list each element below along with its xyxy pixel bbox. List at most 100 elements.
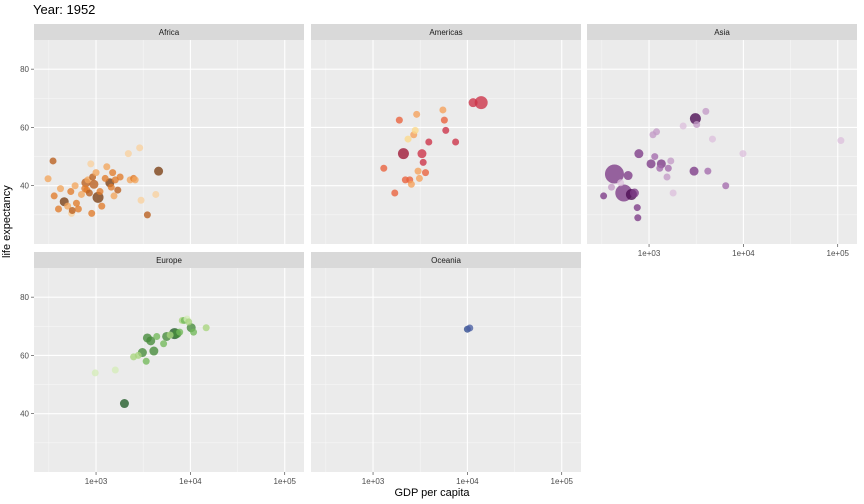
y-tick-label: 80 bbox=[20, 293, 29, 302]
data-point bbox=[708, 135, 716, 143]
data-point bbox=[71, 182, 79, 190]
data-point bbox=[49, 157, 57, 165]
facet-strip bbox=[311, 24, 581, 40]
facet-strip-label: Americas bbox=[429, 28, 462, 37]
data-point bbox=[143, 211, 151, 219]
data-point bbox=[160, 340, 168, 348]
data-point bbox=[669, 189, 677, 197]
facet-africa: Africa 40 60 80 bbox=[20, 24, 304, 244]
y-tick-label: 80 bbox=[20, 65, 29, 74]
x-tick-label: 1e+05 bbox=[551, 477, 574, 486]
data-point bbox=[111, 366, 119, 374]
data-point bbox=[440, 116, 448, 124]
data-point bbox=[72, 199, 80, 207]
data-point bbox=[96, 188, 104, 196]
data-point bbox=[407, 180, 415, 188]
data-point bbox=[422, 169, 430, 177]
data-point bbox=[667, 157, 675, 165]
data-point bbox=[656, 164, 664, 172]
panel-background bbox=[34, 268, 304, 472]
data-point bbox=[414, 167, 422, 175]
facet-europe: Europe 40 60 80 1e+03 1e+04 1e+05 bbox=[20, 252, 304, 486]
data-point bbox=[693, 121, 701, 129]
data-point bbox=[68, 206, 76, 214]
data-point bbox=[107, 183, 115, 191]
data-point bbox=[124, 150, 132, 158]
data-point bbox=[702, 107, 710, 115]
x-tick-label: 1e+04 bbox=[456, 477, 479, 486]
facet-oceania: Oceania 1e+03 1e+04 1e+05 bbox=[311, 252, 581, 486]
data-point bbox=[604, 164, 624, 184]
data-point bbox=[452, 138, 460, 146]
data-point bbox=[663, 173, 671, 181]
chart-title: Year: 1952 bbox=[33, 2, 96, 17]
data-point bbox=[679, 122, 687, 130]
data-point bbox=[98, 202, 106, 210]
data-point bbox=[689, 166, 699, 176]
facet-strip bbox=[34, 252, 304, 268]
x-axis-label: GDP per capita bbox=[394, 487, 470, 499]
data-point bbox=[89, 179, 99, 189]
data-point bbox=[91, 369, 99, 377]
data-point bbox=[415, 174, 423, 182]
data-point bbox=[466, 324, 474, 332]
data-point bbox=[176, 328, 184, 336]
data-point bbox=[413, 110, 421, 118]
y-tick-label: 40 bbox=[20, 410, 29, 419]
data-point bbox=[651, 153, 659, 161]
data-point bbox=[607, 183, 615, 191]
data-point bbox=[134, 351, 142, 359]
data-point bbox=[77, 190, 85, 198]
data-point bbox=[633, 204, 641, 212]
data-point bbox=[722, 182, 730, 190]
data-point bbox=[425, 138, 433, 146]
x-tick-label: 1e+04 bbox=[732, 249, 755, 258]
data-point bbox=[837, 137, 845, 145]
y-tick-label: 60 bbox=[20, 123, 29, 132]
data-point bbox=[152, 190, 160, 198]
data-point bbox=[110, 192, 118, 200]
data-point bbox=[600, 192, 608, 200]
data-point bbox=[137, 196, 145, 204]
data-point bbox=[397, 148, 409, 160]
data-point bbox=[109, 169, 117, 177]
data-point bbox=[44, 175, 52, 183]
y-tick-label: 40 bbox=[20, 182, 29, 191]
data-point bbox=[474, 96, 488, 110]
data-point bbox=[395, 116, 403, 124]
data-point bbox=[119, 399, 129, 409]
panel-background bbox=[311, 268, 581, 472]
data-point bbox=[92, 169, 100, 177]
facet-asia: Asia 1e+03 1e+04 1e+05 bbox=[587, 24, 857, 258]
data-point bbox=[190, 328, 198, 336]
facet-americas: Americas bbox=[311, 24, 581, 244]
data-point bbox=[391, 189, 399, 197]
data-point bbox=[404, 135, 412, 143]
data-point bbox=[202, 324, 210, 332]
data-point bbox=[153, 332, 161, 340]
data-point bbox=[617, 179, 625, 187]
data-point bbox=[417, 149, 427, 159]
data-point bbox=[64, 202, 72, 210]
data-point bbox=[653, 128, 661, 136]
data-point bbox=[85, 189, 93, 197]
data-point bbox=[149, 346, 159, 356]
data-point bbox=[468, 98, 478, 108]
x-tick-label: 1e+05 bbox=[274, 477, 297, 486]
x-tick-label: 1e+03 bbox=[362, 477, 385, 486]
data-point bbox=[88, 209, 96, 217]
data-point bbox=[67, 188, 75, 196]
facet-strip-label: Asia bbox=[714, 28, 730, 37]
data-point bbox=[101, 174, 109, 182]
data-point bbox=[50, 192, 58, 200]
data-point bbox=[634, 149, 644, 159]
data-point bbox=[146, 336, 156, 346]
panel-background bbox=[587, 40, 857, 244]
data-point bbox=[103, 163, 111, 171]
facet-strip-label: Europe bbox=[156, 256, 182, 265]
data-point bbox=[704, 167, 712, 175]
x-tick-label: 1e+03 bbox=[638, 249, 661, 258]
x-tick-label: 1e+04 bbox=[179, 477, 202, 486]
facet-strip bbox=[34, 24, 304, 40]
